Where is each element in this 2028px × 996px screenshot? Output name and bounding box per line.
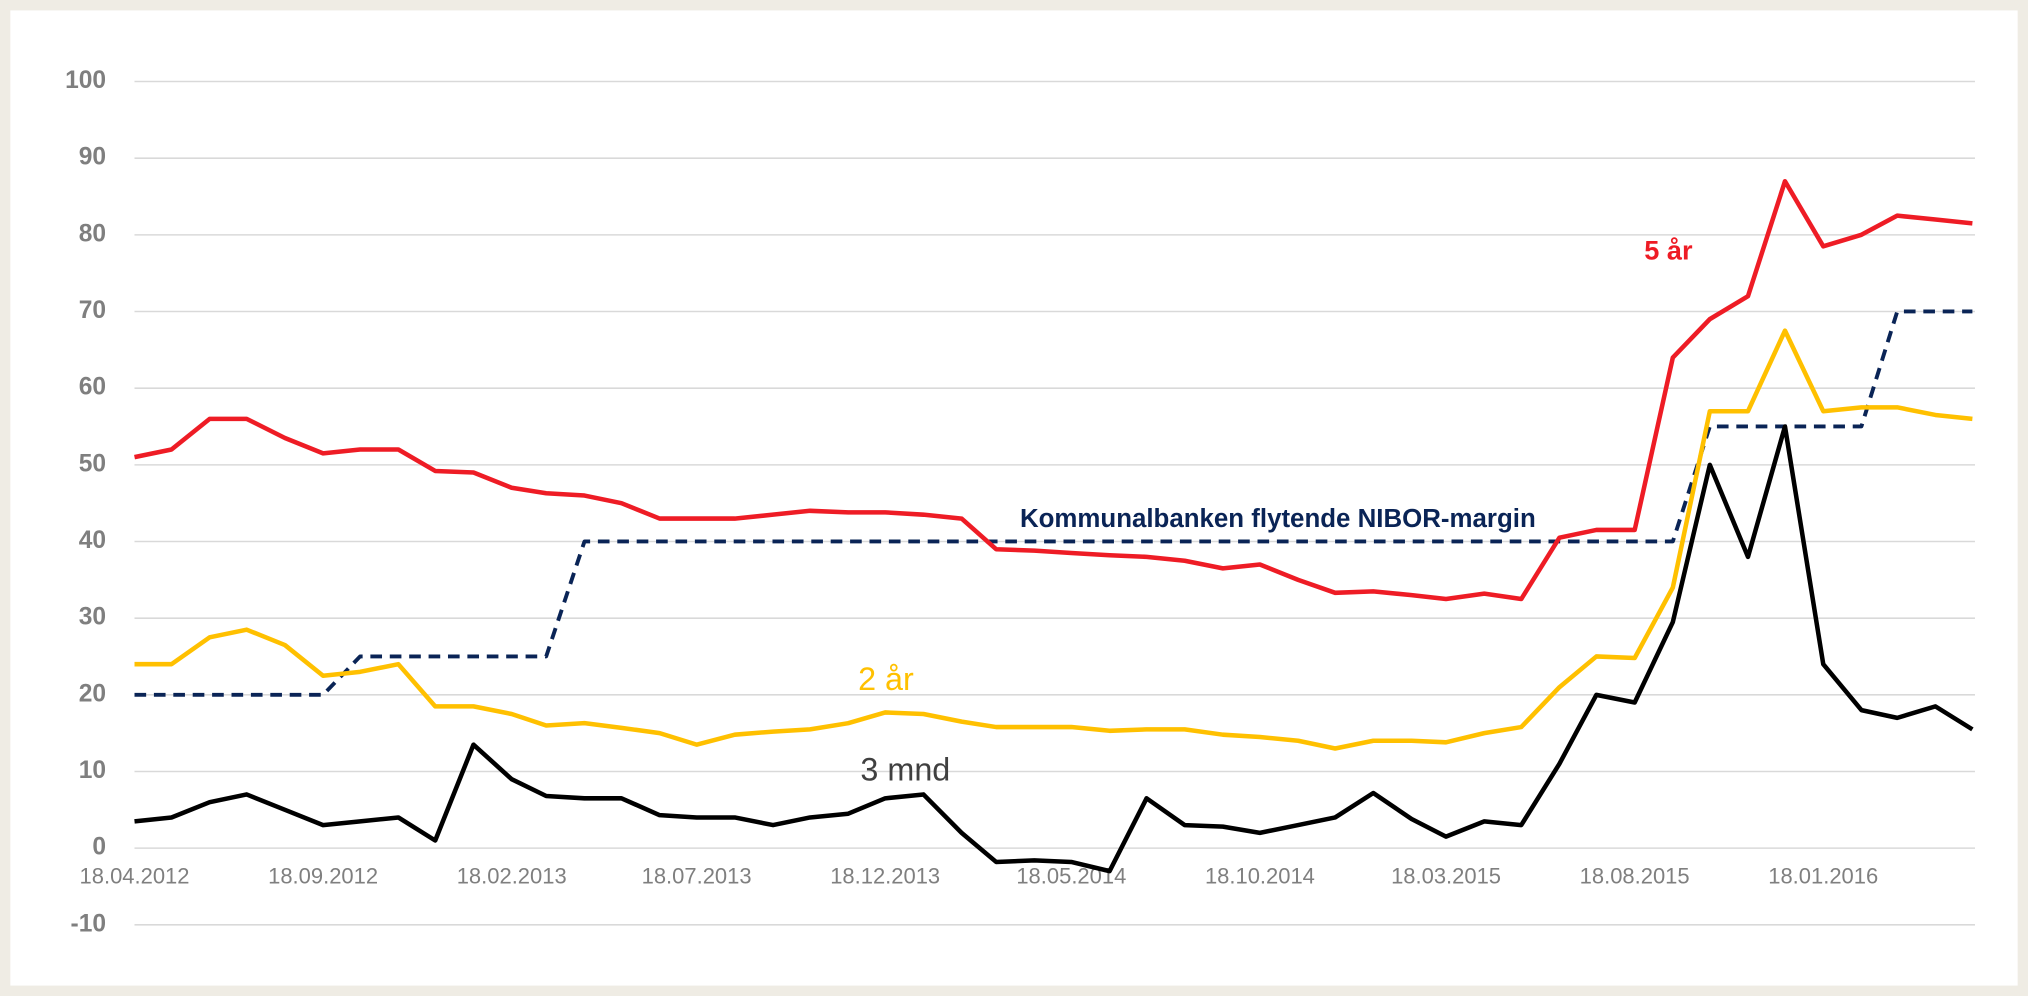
y-tick-label: 90	[79, 144, 106, 171]
series-label: 5 år	[1644, 234, 1693, 265]
x-tick-label: 18.05.2014	[1016, 864, 1126, 889]
series-label: Kommunalbanken flytende NIBOR-margin	[1020, 505, 1536, 533]
plot-background	[10, 10, 2018, 986]
y-tick-label: 50	[79, 450, 106, 477]
x-tick-label: 18.07.2013	[642, 864, 752, 889]
series-line	[134, 424, 1974, 874]
x-tick-label: 18.02.2013	[457, 864, 567, 889]
x-tick-label: 18.04.2012	[80, 864, 190, 889]
series-line	[134, 309, 1973, 697]
x-tick-label: 18.03.2015	[1391, 864, 1501, 889]
x-tick-label: 18.08.2015	[1580, 864, 1690, 889]
series-line	[134, 178, 1973, 602]
x-tick-label: 18.01.2016	[1768, 864, 1878, 889]
y-tick-label: 100	[65, 67, 106, 94]
series-label: 2 år	[858, 661, 914, 697]
y-tick-label: 20	[79, 680, 106, 707]
y-tick-label: 30	[79, 604, 106, 631]
y-tick-label: 10	[79, 757, 106, 784]
x-tick-label: 18.12.2013	[830, 864, 940, 889]
x-tick-label: 18.10.2014	[1205, 864, 1315, 889]
x-tick-label: 18.09.2012	[268, 864, 378, 889]
y-tick-label: -10	[71, 910, 107, 937]
y-tick-label: 80	[79, 220, 106, 247]
y-tick-label: 70	[79, 297, 106, 324]
y-tick-label: 0	[92, 834, 106, 861]
y-tick-label: 60	[79, 374, 106, 401]
lines	[134, 178, 1974, 874]
series-line	[134, 328, 1973, 751]
y-tick-label: 40	[79, 527, 106, 554]
series-label: 3 mnd	[860, 752, 950, 788]
